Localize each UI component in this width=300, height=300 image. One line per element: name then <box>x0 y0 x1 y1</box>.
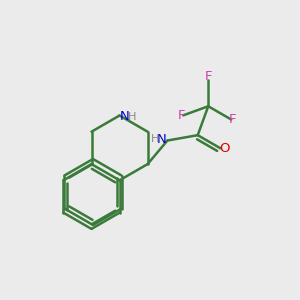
Text: N: N <box>120 110 130 124</box>
Text: O: O <box>220 142 230 155</box>
Text: F: F <box>178 109 185 122</box>
Text: F: F <box>229 113 236 126</box>
Text: H: H <box>128 112 136 122</box>
Text: F: F <box>205 70 212 83</box>
Text: H: H <box>151 134 159 144</box>
Text: N: N <box>157 133 167 146</box>
